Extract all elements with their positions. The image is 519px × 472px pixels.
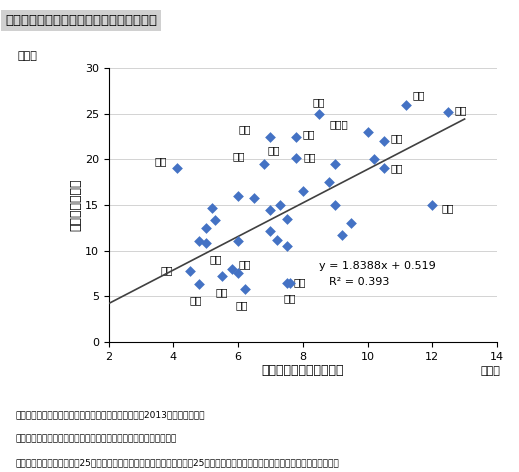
- Text: 福岡: 福岡: [390, 134, 403, 143]
- Text: R² = 0.393: R² = 0.393: [329, 277, 389, 287]
- Point: [218, 272, 226, 280]
- Point: [444, 108, 453, 116]
- Point: [324, 178, 333, 186]
- Text: 静岡: 静岡: [235, 300, 248, 310]
- Text: 福井: 福井: [161, 265, 173, 275]
- Point: [337, 231, 346, 239]
- X-axis label: 【ひとり親世帯の割合】: 【ひとり親世帯の割合】: [262, 364, 344, 377]
- Point: [234, 192, 242, 200]
- Point: [240, 285, 249, 293]
- Text: 栃木: 栃木: [238, 259, 251, 269]
- Text: 図表１　ひとり親世帯の割合と就学援助率: 図表１ ひとり親世帯の割合と就学援助率: [5, 14, 157, 27]
- Point: [292, 133, 301, 140]
- Point: [347, 219, 356, 227]
- Text: （注２）就学援助率は要保護児童生徒と準要保護児童生徒の合計。: （注２）就学援助率は要保護児童生徒と準要保護児童生徒の合計。: [16, 434, 177, 443]
- Text: 東京: 東京: [239, 124, 251, 134]
- Text: 北海道: 北海道: [330, 119, 348, 129]
- Point: [195, 238, 203, 245]
- Point: [202, 239, 210, 247]
- Text: （出所）厚生労働省「平成25年国民生活基礎調査」、文部科学省「平成25年度就学援助実施状況等調査」等結果より大和総研作成: （出所）厚生労働省「平成25年国民生活基礎調査」、文部科学省「平成25年度就学援…: [16, 458, 339, 467]
- Text: 沖縄: 沖縄: [390, 163, 403, 174]
- Text: 宮崎: 宮崎: [442, 202, 455, 213]
- Point: [331, 201, 339, 209]
- Text: 大阪: 大阪: [455, 105, 468, 115]
- Text: （％）: （％）: [18, 51, 38, 61]
- Point: [266, 206, 275, 213]
- Text: （注１）ひとり親世帯の割合、就学援助費はいずれも2013年（度）の値。: （注１）ひとり親世帯の割合、就学援助費はいずれも2013年（度）の値。: [16, 411, 205, 420]
- Point: [286, 279, 294, 287]
- Point: [250, 194, 258, 202]
- Text: 群馬: 群馬: [284, 294, 296, 303]
- Text: （％）: （％）: [480, 366, 500, 376]
- Text: 青森: 青森: [303, 152, 316, 162]
- Text: 高知: 高知: [268, 145, 280, 155]
- Text: 広島: 広島: [303, 129, 316, 139]
- Point: [402, 101, 411, 109]
- Point: [266, 227, 275, 234]
- Text: y = 1.8388x + 0.519: y = 1.8388x + 0.519: [319, 261, 436, 271]
- Text: 岐阜: 岐阜: [190, 295, 202, 305]
- Text: 山形: 山形: [216, 287, 228, 297]
- Point: [379, 165, 388, 172]
- Point: [282, 279, 291, 287]
- Y-axis label: 【就学援助率】: 【就学援助率】: [69, 179, 82, 231]
- Point: [379, 137, 388, 145]
- Point: [260, 160, 268, 168]
- Point: [273, 236, 281, 244]
- Point: [185, 267, 194, 274]
- Point: [202, 224, 210, 232]
- Point: [370, 156, 378, 163]
- Point: [428, 201, 436, 209]
- Text: 高知: 高知: [413, 90, 426, 100]
- Point: [227, 265, 236, 273]
- Point: [211, 217, 220, 224]
- Point: [292, 154, 301, 161]
- Point: [363, 128, 372, 136]
- Point: [298, 187, 307, 195]
- Point: [276, 201, 284, 209]
- Text: 茨城: 茨城: [293, 278, 306, 287]
- Point: [208, 204, 216, 211]
- Point: [315, 110, 323, 118]
- Point: [282, 215, 291, 222]
- Point: [234, 238, 242, 245]
- Point: [172, 165, 181, 172]
- Point: [331, 160, 339, 168]
- Point: [266, 133, 275, 140]
- Text: 京都: 京都: [232, 151, 244, 161]
- Text: 富山: 富山: [209, 254, 222, 264]
- Point: [234, 270, 242, 277]
- Text: 山口: 山口: [313, 97, 325, 107]
- Point: [195, 280, 203, 288]
- Point: [282, 242, 291, 250]
- Text: 新潟: 新潟: [155, 156, 167, 166]
